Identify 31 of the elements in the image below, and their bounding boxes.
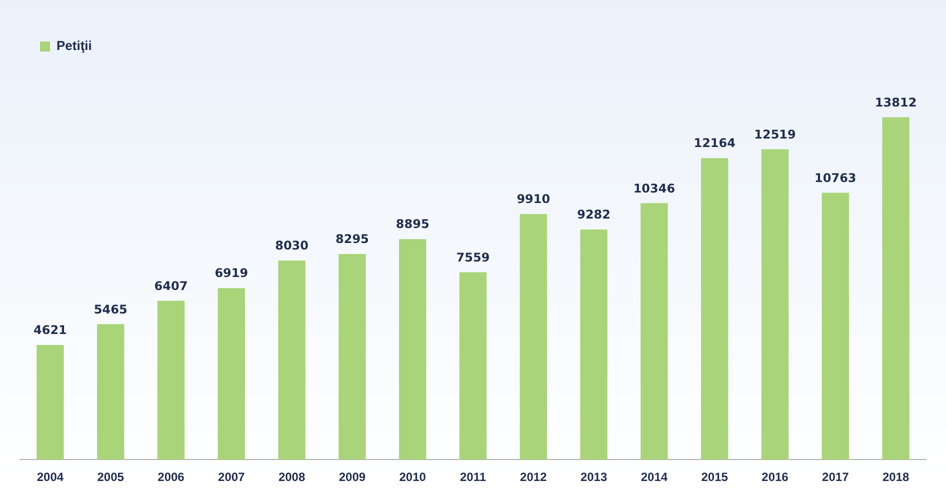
x-tick-label: 2007 [218,470,246,484]
x-tick-label: 2004 [36,470,64,484]
data-label: 8295 [335,232,369,246]
data-label: 10346 [633,181,676,196]
x-tick-label: 2011 [460,470,486,484]
x-tick-label: 2006 [158,470,185,484]
x-tick-label: 2015 [701,470,728,484]
data-label: 9910 [516,192,550,206]
data-label: 5465 [94,302,128,316]
x-tick-label: 2016 [762,470,789,484]
data-label: 9282 [577,208,611,222]
x-tick-label: 2013 [580,470,608,484]
data-label: 10763 [814,170,856,185]
data-label: 7559 [456,250,490,264]
legend-label: Petiţii [56,38,92,54]
data-label: 12164 [694,136,736,150]
x-tick-label: 2005 [97,470,124,484]
data-label: 6919 [214,266,248,280]
x-tick-label: 2009 [338,470,366,484]
x-tick-label: 2008 [278,470,306,484]
data-label: 12519 [754,127,796,142]
x-tick-label: 2018 [882,470,910,484]
x-tick-label: 2014 [640,470,668,484]
data-label: 4621 [33,323,67,338]
x-tick-label: 2010 [399,470,426,484]
data-label: 8030 [275,238,309,253]
x-tick-label: 2017 [822,470,850,484]
data-label: 6407 [154,278,188,293]
data-label: 8895 [396,217,430,232]
x-tick-label: 2012 [520,470,548,484]
data-label: 13812 [874,95,917,110]
